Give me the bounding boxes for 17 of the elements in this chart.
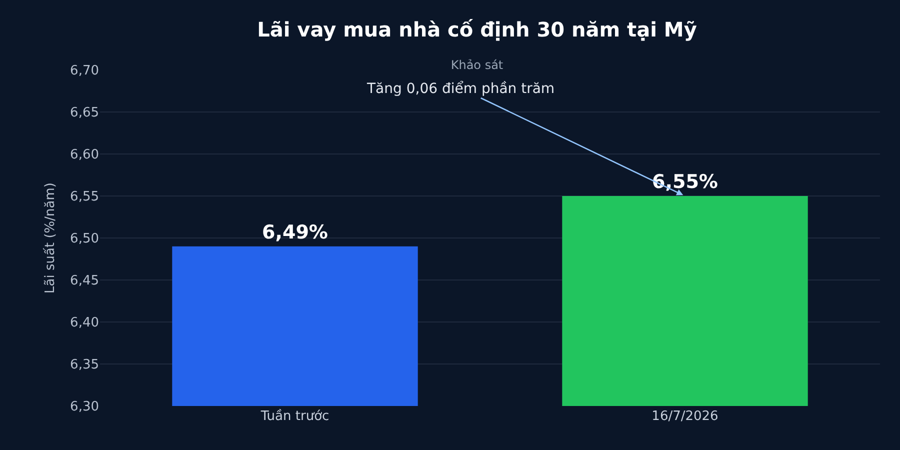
- x-tick-label: Tuần trước: [260, 408, 330, 424]
- y-tick-label: 6,70: [70, 64, 99, 79]
- chart-subtitle: Khảo sát: [450, 58, 504, 72]
- y-tick-label: 6,35: [70, 358, 99, 373]
- chart-title: Lãi vay mua nhà cố định 30 năm tại Mỹ: [257, 18, 697, 42]
- y-tick-label: 6,55: [70, 190, 99, 205]
- annotation: Tăng 0,06 điểm phần trăm: [366, 80, 555, 97]
- y-axis-title: Lãi suất (%/năm): [42, 182, 58, 294]
- y-tick-label: 6,30: [70, 400, 99, 415]
- data-label: 6,55%: [652, 171, 718, 193]
- y-tick-label: 6,60: [70, 148, 99, 163]
- y-tick-label: 6,45: [70, 274, 99, 289]
- y-tick-label: 6,50: [70, 232, 99, 247]
- x-tick-label: 16/7/2026: [652, 409, 718, 424]
- y-tick-label: 6,40: [70, 316, 99, 331]
- y-tick-label: 6,65: [70, 106, 99, 121]
- data-label: 6,49%: [262, 221, 328, 244]
